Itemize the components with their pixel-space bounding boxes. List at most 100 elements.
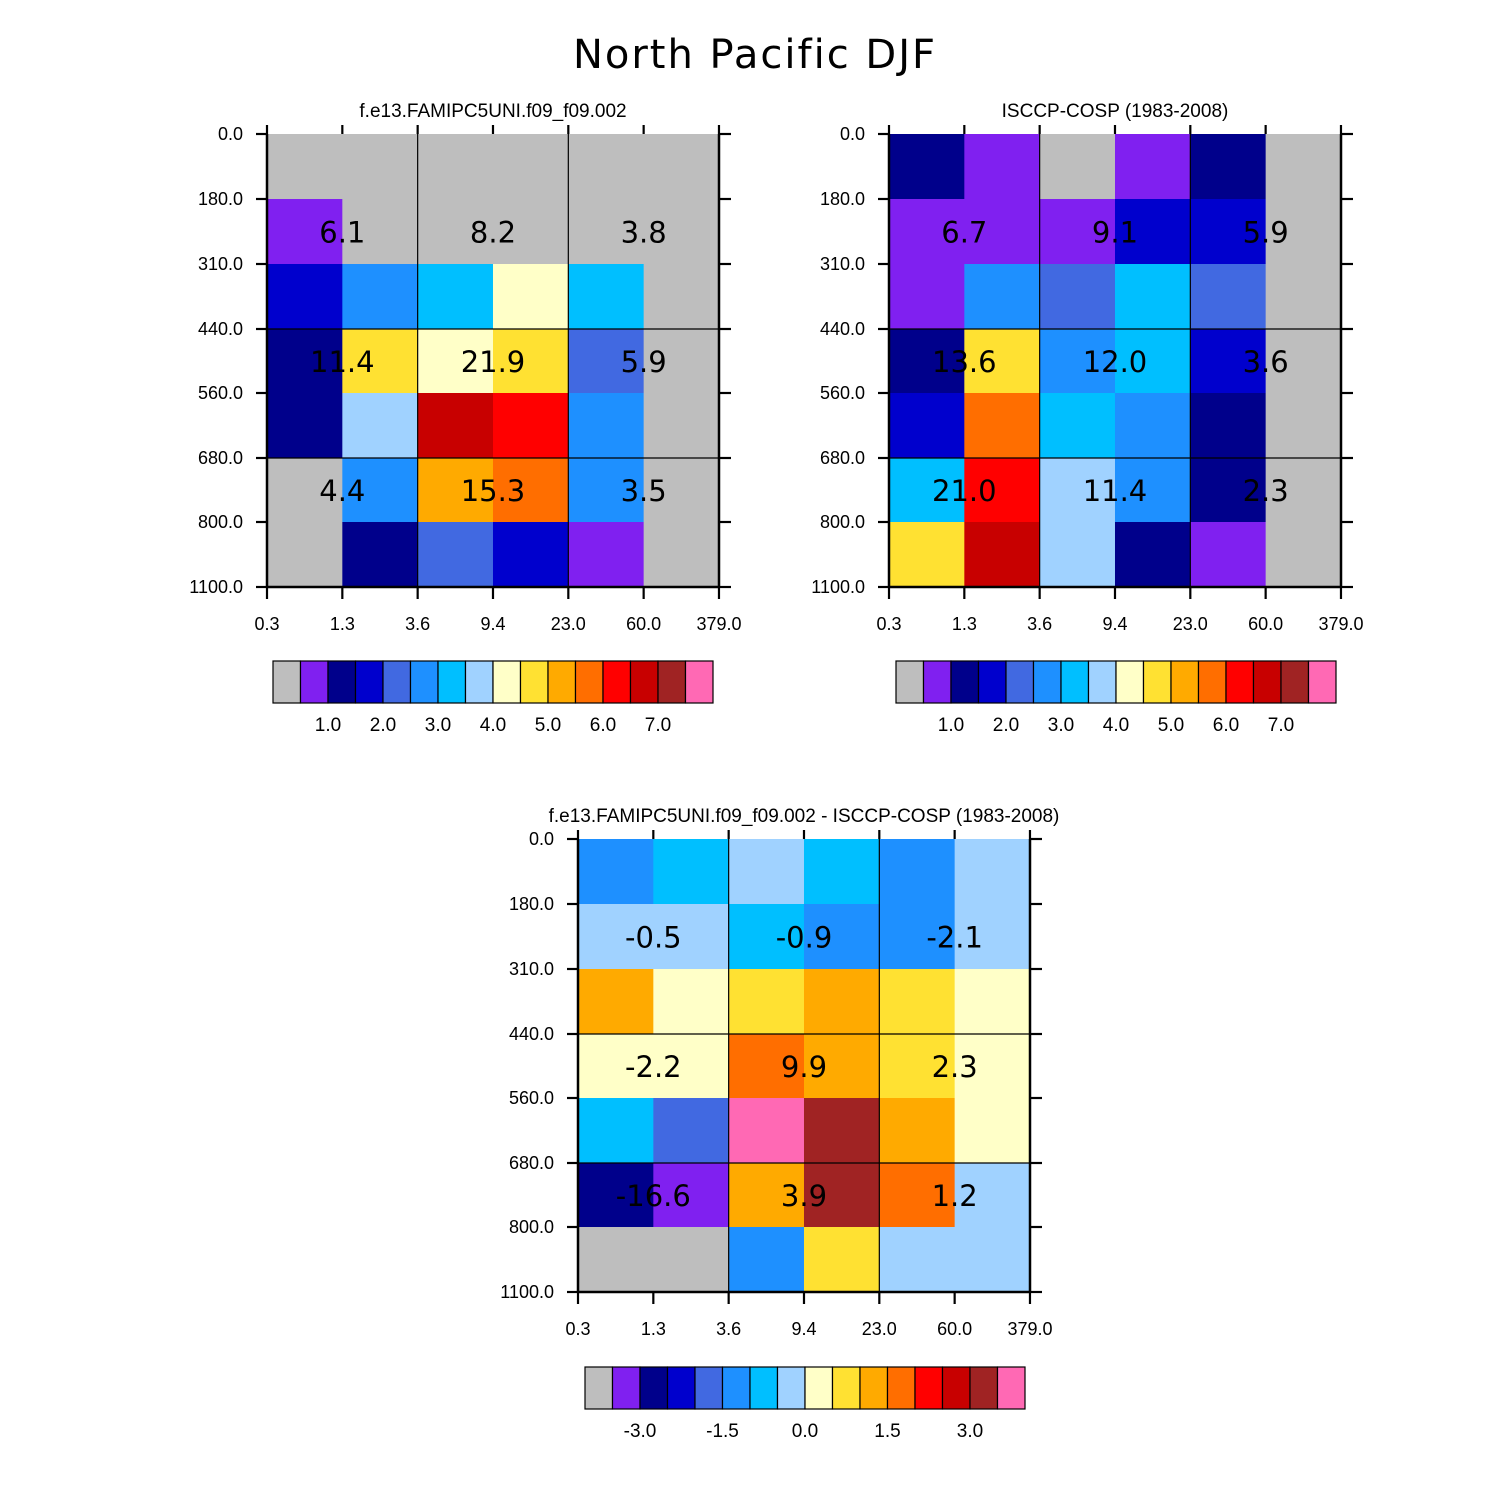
cell-value-label: -16.6: [616, 1179, 691, 1213]
x-tick-label: 1.3: [641, 1319, 666, 1339]
colorbar-tick-label: 7.0: [1268, 715, 1294, 736]
heatmap-cell: [964, 522, 1041, 588]
y-tick-label: 800.0: [198, 512, 243, 532]
heatmap-cell: [643, 522, 720, 588]
y-tick-label: 1100.0: [500, 1282, 554, 1302]
heatmap-cell: [879, 969, 956, 1035]
heatmap-cell: [492, 522, 569, 588]
heatmap-cell: [342, 264, 419, 330]
cell-value-label: -2.1: [926, 921, 983, 955]
y-tick-label: 180.0: [198, 189, 243, 209]
y-tick-label: 680.0: [509, 1153, 554, 1173]
cell-value-label: 9.9: [781, 1050, 827, 1084]
colorbar-tick-label: 3.0: [1048, 715, 1074, 736]
heatmap-cell: [889, 522, 965, 588]
panels: f.e13.FAMIPC5UNI.f09_f09.002 0.0 180.0 310.…: [189, 101, 1363, 1442]
y-tick-label: 0.0: [840, 124, 865, 144]
colorbar-box: [437, 660, 467, 704]
colorbar-box: [969, 1366, 999, 1410]
heatmap-cell: [568, 522, 645, 588]
y-tick-label: 440.0: [820, 319, 865, 339]
colorbar: 1.0 2.0 3.0 4.0 5.0 6.0 7.0: [895, 660, 1337, 736]
colorbar-box: [584, 1366, 614, 1410]
y-tick-label: 440.0: [198, 319, 243, 339]
heatmap-cell: [964, 329, 1041, 394]
cell-value-label: 6.1: [319, 216, 365, 250]
cell-value-label: 1.2: [932, 1179, 978, 1213]
heatmap-cell: [568, 199, 645, 265]
heatmap-cell: [889, 393, 965, 459]
x-tick-label: 23.0: [1173, 614, 1208, 634]
x-tick-label: 1.3: [330, 614, 355, 634]
y-tick-label: 680.0: [198, 448, 243, 468]
colorbar-tick-label: 1.0: [315, 715, 341, 736]
heatmap-cell: [492, 264, 569, 330]
heatmap-cell: [267, 199, 343, 265]
x-tick-label: 379.0: [1318, 614, 1363, 634]
heatmap-cell: [568, 264, 645, 330]
x-tick-label: 23.0: [862, 1319, 897, 1339]
heatmap-cell: [1190, 522, 1267, 588]
heatmap-cell: [1114, 458, 1191, 523]
heatmap-cell: [728, 1227, 805, 1293]
y-tick-label: 560.0: [198, 383, 243, 403]
colorbar-box: [354, 660, 384, 704]
heatmap-cell: [1039, 522, 1116, 588]
colorbar-box: [859, 1366, 889, 1410]
y-tick-label: 310.0: [198, 254, 243, 274]
colorbar-box: [611, 1366, 641, 1410]
cell-value-label: 9.1: [1092, 216, 1138, 250]
y-tick-label: 440.0: [509, 1024, 554, 1044]
panel-title: f.e13.FAMIPC5UNI.f09_f09.002: [359, 101, 626, 122]
heatmap-cell: [964, 393, 1041, 459]
heatmap-cell: [1265, 134, 1342, 200]
heatmap-panel-3: f.e13.FAMIPC5UNI.f09_f09.002 - ISCCP-COS…: [500, 806, 1059, 1442]
heatmap-cell: [342, 458, 419, 523]
colorbar-tick-label: 4.0: [480, 715, 506, 736]
colorbar-box: [941, 1366, 971, 1410]
cell-value-label: 13.6: [932, 345, 997, 379]
colorbar-tick-label: 6.0: [1213, 715, 1239, 736]
colorbar-box: [922, 660, 952, 704]
heatmap-cell: [954, 1163, 1031, 1228]
y-tick-label: 560.0: [820, 383, 865, 403]
heatmap-cell: [417, 393, 494, 459]
heatmap-cell: [1190, 264, 1267, 330]
heatmap-cell: [1190, 329, 1267, 394]
heatmap-cell: [803, 1098, 880, 1164]
heatmap-cell: [964, 199, 1041, 265]
y-tick-label: 310.0: [509, 959, 554, 979]
x-tick-label: 3.6: [1027, 614, 1052, 634]
colorbar-box: [272, 660, 302, 704]
colorbar-box: [1005, 660, 1035, 704]
x-tick-label: 379.0: [1007, 1319, 1052, 1339]
heatmap-cell: [568, 329, 645, 394]
heatmap-panel-1: f.e13.FAMIPC5UNI.f09_f09.002 0.0 180.0 310.…: [189, 101, 741, 736]
heatmap-cell: [578, 839, 654, 905]
heatmap-cell: [492, 393, 569, 459]
colorbar-box: [996, 1366, 1026, 1410]
colorbar-box: [1307, 660, 1337, 704]
x-tick-label: 0.3: [876, 614, 901, 634]
cell-value-label: 21.0: [932, 474, 997, 508]
heatmap-cell: [1039, 329, 1116, 394]
heatmap-cell: [417, 134, 494, 200]
colorbar: 1.0 2.0 3.0 4.0 5.0 6.0 7.0: [272, 660, 714, 736]
heatmap-cell: [954, 1098, 1031, 1164]
heatmap-cell: [417, 522, 494, 588]
cell-value-label: -0.9: [776, 921, 833, 955]
cell-value-label: 21.9: [461, 345, 526, 379]
heatmap-cell: [267, 134, 343, 200]
heatmap-cell: [1114, 134, 1191, 200]
colorbar-tick-label: 2.0: [993, 715, 1019, 736]
heatmap-cell: [267, 522, 343, 588]
heatmap-cell: [342, 199, 419, 265]
colorbar-tick-label: 2.0: [370, 715, 396, 736]
y-tick-label: 310.0: [820, 254, 865, 274]
colorbar-box: [804, 1366, 834, 1410]
colorbar-box: [749, 1366, 779, 1410]
heatmap-cell: [1039, 199, 1116, 265]
colorbar-box: [464, 660, 494, 704]
colorbar-box: [492, 660, 522, 704]
